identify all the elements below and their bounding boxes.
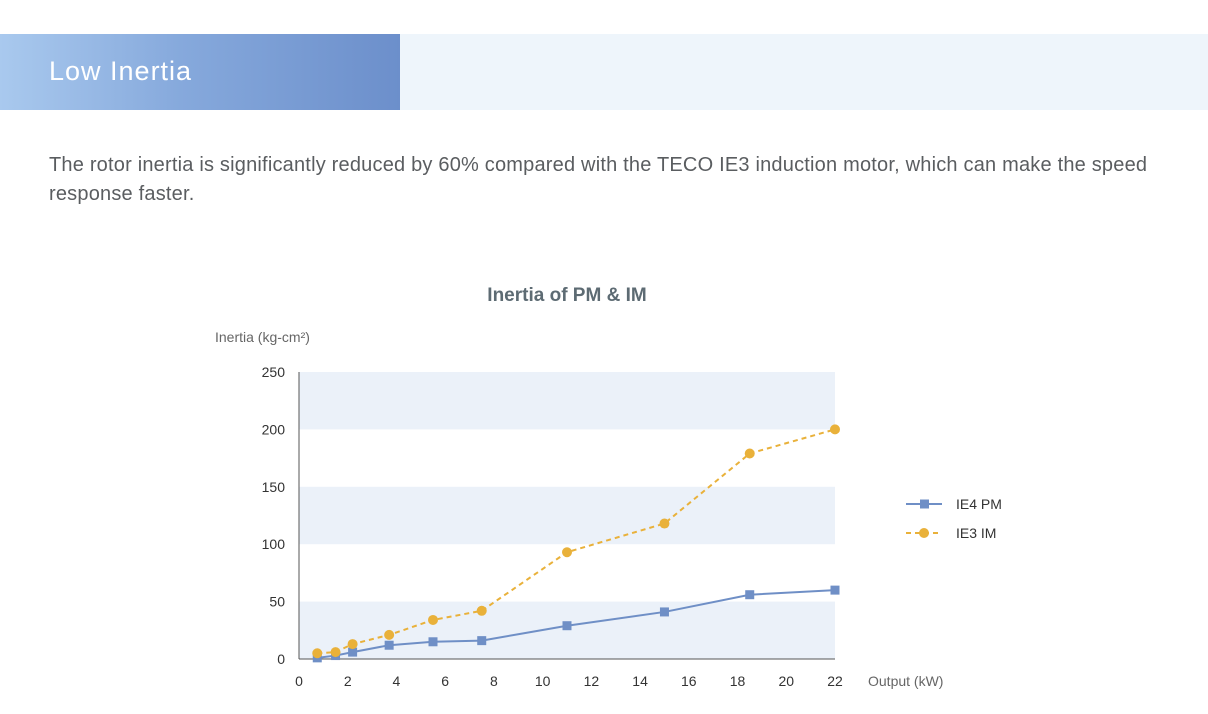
data-point	[477, 636, 487, 646]
x-tick-label: 6	[441, 673, 449, 689]
data-point	[312, 648, 323, 659]
x-tick-label: 14	[632, 673, 648, 689]
chart-series	[312, 424, 840, 663]
data-point	[830, 585, 840, 595]
data-point	[745, 590, 755, 600]
legend-marker	[919, 528, 929, 538]
legend-label: IE3 IM	[956, 525, 996, 541]
data-point	[384, 640, 394, 650]
data-point	[330, 647, 341, 658]
chart-background-bands	[299, 372, 835, 659]
data-point	[744, 448, 755, 459]
x-tick-label: 18	[730, 673, 746, 689]
y-tick-label: 50	[269, 594, 285, 610]
data-point	[348, 647, 358, 657]
data-point	[830, 424, 840, 435]
y-tick-label: 250	[262, 364, 286, 380]
series-line	[317, 589, 836, 659]
legend-marker	[920, 499, 929, 509]
y-tick-label: 100	[262, 536, 286, 552]
x-tick-label: 2	[344, 673, 352, 689]
data-point	[476, 605, 487, 616]
chart-band	[299, 486, 835, 545]
y-axis-label: Inertia (kg-cm²)	[215, 329, 310, 345]
data-point	[562, 547, 572, 558]
data-point	[562, 621, 572, 631]
chart-axes	[298, 372, 835, 660]
x-tick-label: 22	[827, 673, 843, 689]
x-tick-label: 12	[584, 673, 600, 689]
legend-item: IE3 IM	[906, 525, 996, 541]
series-ie3-im	[312, 424, 840, 659]
x-tick-label: 8	[490, 673, 498, 689]
y-tick-label: 150	[262, 479, 286, 495]
header-title-block	[0, 34, 400, 110]
chart-tick-labels: 0 50 100 150 200 250 0 2 4 6 8 10 12 14 16 18 20 22	[262, 364, 843, 689]
legend-item: IE4 PM	[906, 496, 1002, 512]
x-tick-label: 20	[778, 673, 794, 689]
x-tick-label: 0	[295, 673, 303, 689]
data-point	[384, 629, 395, 640]
x-axis-label: Output (kW)	[868, 673, 943, 689]
data-point	[347, 639, 358, 650]
data-point	[659, 607, 669, 617]
chart-legend: IE4 PM IE3 IM	[906, 496, 1002, 541]
chart-band	[299, 601, 835, 659]
description-text: The rotor inertia is significantly reduc…	[49, 154, 1148, 205]
chart-title: Inertia of PM & IM	[487, 285, 646, 306]
y-tick-label: 0	[277, 651, 285, 667]
data-point	[428, 614, 438, 625]
legend-label: IE4 PM	[956, 496, 1002, 512]
data-point	[659, 518, 670, 529]
y-tick-label: 200	[262, 421, 286, 437]
x-tick-label: 16	[681, 673, 697, 689]
section-title: Low Inertia	[49, 56, 193, 86]
x-tick-label: 10	[535, 673, 551, 689]
x-tick-label: 4	[393, 673, 401, 689]
data-point	[428, 637, 438, 647]
chart-band	[299, 372, 835, 430]
series-line	[317, 428, 836, 655]
